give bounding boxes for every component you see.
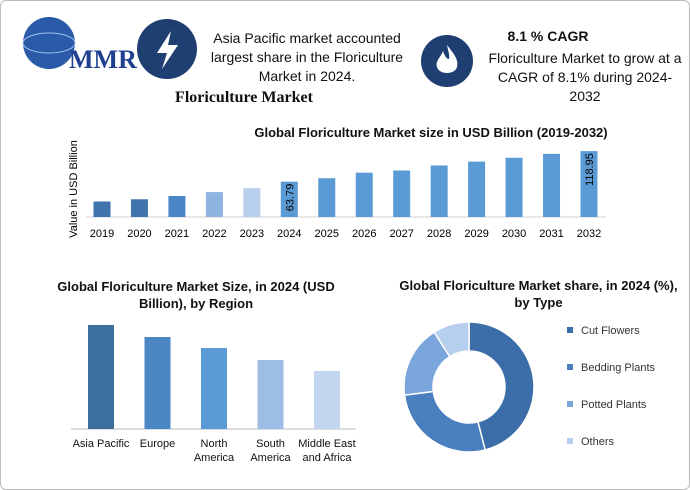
bar bbox=[318, 178, 336, 217]
x-tick-label: 2031 bbox=[539, 228, 563, 240]
bar bbox=[543, 153, 561, 217]
bar bbox=[468, 161, 486, 217]
legend-label: Potted Plants bbox=[581, 399, 647, 411]
value-label: 118.95 bbox=[584, 153, 596, 186]
x-tick-label: 2025 bbox=[315, 228, 339, 240]
x-tick-label: Asia Pacific bbox=[72, 438, 130, 450]
x-tick-label: 2022 bbox=[202, 228, 226, 240]
x-tick-label: 2024 bbox=[277, 228, 301, 240]
subtitle: Floriculture Market bbox=[175, 89, 313, 106]
x-tick-label: 2026 bbox=[352, 228, 376, 240]
logo-orbit bbox=[22, 32, 76, 54]
logo-text: MMR bbox=[69, 45, 137, 74]
bar bbox=[144, 337, 171, 429]
value-label: 63.79 bbox=[284, 184, 296, 212]
cagr-title: 8.1 % CAGR bbox=[507, 28, 589, 44]
bar bbox=[205, 192, 223, 217]
donut-slice bbox=[468, 321, 535, 451]
legend-label: Bedding Plants bbox=[581, 362, 655, 374]
bar bbox=[430, 165, 448, 217]
legend-label: Cut Flowers bbox=[581, 325, 640, 337]
x-tick-label: South America bbox=[250, 438, 291, 464]
bar bbox=[93, 201, 111, 217]
bar bbox=[280, 181, 298, 217]
x-tick-label: 2021 bbox=[165, 228, 189, 240]
bar bbox=[243, 188, 261, 217]
cagr-text: Floriculture Market to grow at a CAGR of… bbox=[488, 50, 682, 104]
x-tick-label: Europe bbox=[139, 438, 176, 450]
donut-slice bbox=[433, 321, 470, 358]
chart-title: Global Floriculture Market size in USD B… bbox=[254, 125, 608, 140]
bar bbox=[393, 170, 411, 217]
legend-swatch bbox=[567, 327, 573, 333]
x-tick-label: 2028 bbox=[427, 228, 451, 240]
legend-swatch bbox=[567, 438, 573, 444]
bar bbox=[168, 195, 186, 217]
chart-title: Global Floriculture Market share, in 202… bbox=[399, 278, 678, 310]
bar bbox=[580, 151, 598, 217]
highlight-text: Asia Pacific market accounted largest sh… bbox=[210, 30, 404, 84]
bolt bbox=[157, 31, 178, 69]
bar bbox=[314, 371, 340, 429]
bar bbox=[355, 172, 373, 217]
x-tick-label: 2023 bbox=[240, 228, 264, 240]
flame bbox=[436, 45, 458, 73]
legend-swatch bbox=[567, 401, 573, 407]
x-tick-label: 2032 bbox=[577, 228, 601, 240]
legend-swatch bbox=[567, 364, 573, 370]
chart-title: Global Floriculture Market Size, in 2024… bbox=[57, 279, 335, 311]
donut-slice bbox=[403, 390, 487, 453]
bar bbox=[88, 325, 114, 429]
x-tick-label: 2027 bbox=[389, 228, 413, 240]
x-tick-label: Middle East and Africa bbox=[298, 438, 356, 464]
bar bbox=[130, 199, 148, 217]
bar bbox=[201, 348, 227, 429]
legend-label: Others bbox=[581, 436, 615, 448]
bar bbox=[505, 157, 523, 217]
y-axis-label: Value in USD Billion bbox=[68, 140, 80, 238]
x-tick-label: 2030 bbox=[502, 228, 526, 240]
logo-globe bbox=[23, 17, 75, 69]
x-tick-label: 2020 bbox=[127, 228, 151, 240]
x-tick-label: 2029 bbox=[464, 228, 488, 240]
x-tick-label: North America bbox=[193, 438, 235, 464]
x-tick-label: 2019 bbox=[90, 228, 114, 240]
bar bbox=[257, 360, 284, 429]
